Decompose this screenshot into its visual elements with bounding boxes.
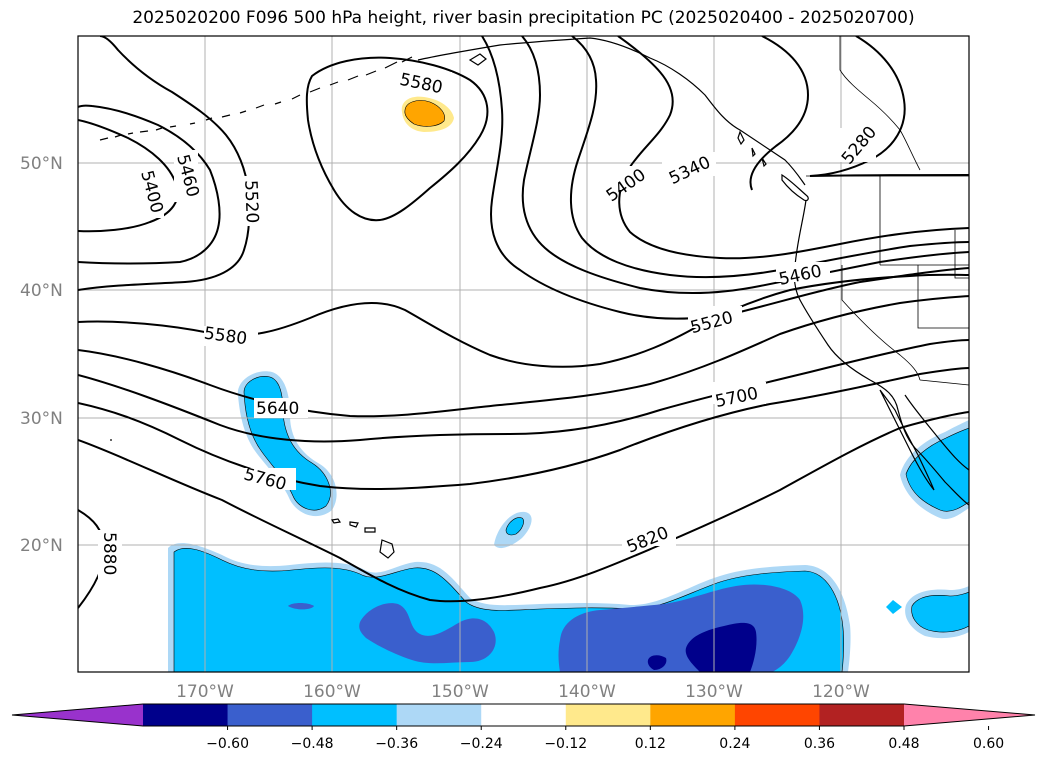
lat-label-30n: 30°N xyxy=(20,409,63,429)
colorbar-tick-label: 0.60 xyxy=(973,736,1004,752)
lon-label-170w: 170°W xyxy=(176,682,234,702)
colorbar-outline xyxy=(11,703,1036,727)
colorbar-tick-label: 0.12 xyxy=(635,736,666,752)
colorbar: −0.60 −0.48 −0.36 −0.24 −0.12 0.12 0.24 0.36 0.4… xyxy=(11,703,1036,752)
contour-label-5880: 5880 xyxy=(99,532,119,575)
contour-labels: 5580 5400 5460 5520 5400 5340 5280 5460 … xyxy=(98,70,881,584)
precip-negative-band-dark-west xyxy=(359,603,496,664)
lon-label-140w: 140°W xyxy=(558,682,616,702)
precip-shading xyxy=(168,96,969,672)
contour-5340 xyxy=(617,36,969,260)
lat-label-40n: 40°N xyxy=(20,281,63,301)
colorbar-tick-label: 0.36 xyxy=(804,736,835,752)
contour-5700 xyxy=(78,339,969,443)
map-title: 2025020200 F096 500 hPa height, river ba… xyxy=(132,8,915,28)
colorbar-tick-label: 0.24 xyxy=(719,736,750,752)
precip-positive-medium xyxy=(404,100,445,127)
lon-label-130w: 130°W xyxy=(685,682,743,702)
colorbar-bin xyxy=(734,704,820,726)
colorbar-tick-label: 0.48 xyxy=(888,736,919,752)
colorbar-bin xyxy=(396,704,482,726)
precip-negative-small-dot xyxy=(288,603,314,610)
colorbar-bin xyxy=(312,704,398,726)
lon-label-150w: 150°W xyxy=(431,682,489,702)
colorbar-bin xyxy=(227,704,313,726)
contour-5640 xyxy=(78,295,969,418)
contour-label-5640: 5640 xyxy=(256,399,299,419)
colorbar-tick-label: −0.24 xyxy=(460,736,503,752)
lat-label-20n: 20°N xyxy=(20,536,63,556)
colorbar-bin xyxy=(481,704,567,726)
colorbar-bin xyxy=(650,704,736,726)
colorbar-tick-label: −0.36 xyxy=(375,736,418,752)
gridlines xyxy=(78,36,969,672)
colorbar-tick-label: −0.60 xyxy=(206,736,249,752)
contour-5460-east xyxy=(521,36,969,295)
contour-5460 xyxy=(78,104,221,265)
colorbar-bin xyxy=(819,704,905,726)
colorbar-extend-high xyxy=(904,704,1035,726)
contour-5760 xyxy=(78,367,969,491)
colorbar-extend-low xyxy=(12,704,143,726)
colorbar-tick-label: −0.48 xyxy=(291,736,334,752)
precip-negative-darkest-small xyxy=(647,655,667,670)
colorbar-tick-label: −0.12 xyxy=(544,736,587,752)
map-frame xyxy=(77,35,970,673)
height-contours xyxy=(78,36,969,609)
contour-5520-east xyxy=(481,36,969,320)
latitude-labels: 20°N 30°N 40°N 50°N xyxy=(20,154,63,556)
contour-5580-closed xyxy=(305,56,489,222)
colorbar-bin xyxy=(143,704,229,726)
lon-label-160w: 160°W xyxy=(303,682,361,702)
contour-5820 xyxy=(78,411,969,603)
longitude-labels: 170°W 160°W 150°W 140°W 130°W 120°W xyxy=(176,682,870,702)
contour-label-5520-west: 5520 xyxy=(240,180,261,224)
map-plot-area xyxy=(78,36,969,672)
precip-negative-band-darkest xyxy=(685,622,757,672)
precip-negative-east xyxy=(911,591,969,633)
precip-negative-small xyxy=(505,517,524,536)
contour-5400-east xyxy=(570,36,969,279)
lat-label-50n: 50°N xyxy=(20,154,63,174)
lon-label-120w: 120°W xyxy=(812,682,870,702)
colorbar-bin xyxy=(565,704,651,726)
contour-5520 xyxy=(78,36,251,291)
precip-negative-tiny-diamond xyxy=(886,600,902,614)
contour-5280 xyxy=(749,36,810,191)
